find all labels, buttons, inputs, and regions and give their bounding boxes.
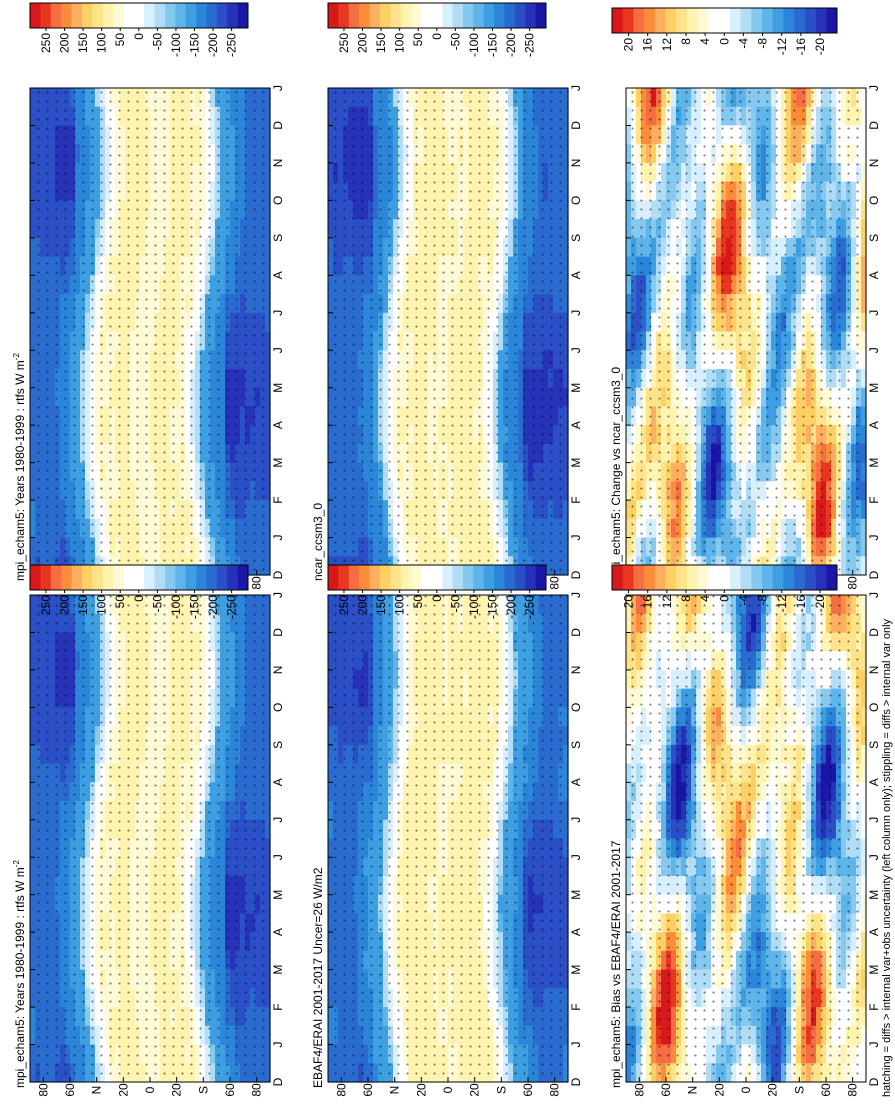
latitude-tick-label: 60 — [223, 1083, 237, 1097]
month-tick-label: J — [569, 817, 583, 823]
panel-p2: DJFMAMJJASONDJ8060N20020S6080mpi_echam5:… — [12, 85, 285, 590]
panel-title: EBAF4/ERAI 2001-2017 Uncer=26 W/m2 — [311, 867, 325, 1088]
latitude-tick-label: 80 — [548, 1083, 562, 1097]
latitude-tick-label: 20 — [468, 1083, 482, 1097]
month-tick-label: O — [271, 196, 285, 205]
month-tick-label: M — [569, 965, 583, 975]
month-tick-label: F — [271, 1003, 285, 1010]
month-tick-label: J — [569, 592, 583, 598]
month-tick-label: J — [569, 1042, 583, 1048]
panel-title-superscript: -2 — [12, 353, 21, 361]
month-tick-label: S — [271, 741, 285, 749]
month-tick-label: J — [271, 347, 285, 353]
month-tick-label: J — [271, 310, 285, 316]
month-tick-label: M — [569, 890, 583, 900]
month-tick-label: J — [271, 535, 285, 541]
month-tick-label: A — [271, 778, 285, 786]
latitude-tick-label: 20 — [116, 1083, 130, 1097]
month-tick-label: J — [271, 592, 285, 598]
latitude-tick-label: 80 — [250, 576, 264, 590]
panel-p4: DJFMAMJJASONDJ8060N20020S6080ncar_ccsm3_… — [311, 85, 583, 590]
month-tick-label: D — [569, 628, 583, 637]
month-tick-label: A — [569, 928, 583, 936]
latitude-tick-label: 80 — [36, 1083, 50, 1097]
month-tick-label: J — [569, 854, 583, 860]
month-tick-label: M — [271, 890, 285, 900]
month-tick-label: S — [271, 234, 285, 242]
month-tick-label: J — [271, 1042, 285, 1048]
latitude-tick-label: 60 — [361, 1083, 375, 1097]
latitude-tick-label: S — [494, 1086, 508, 1094]
month-tick-label: D — [569, 1077, 583, 1086]
month-tick-label: N — [569, 666, 583, 675]
latitude-tick-label: 60 — [63, 1083, 77, 1097]
month-tick-label: N — [271, 159, 285, 168]
latitude-tick-label: 80 — [334, 1083, 348, 1097]
month-tick-label: D — [271, 121, 285, 130]
month-tick-label: A — [271, 421, 285, 429]
month-tick-label: S — [569, 741, 583, 749]
month-tick-label: M — [271, 965, 285, 975]
month-tick-label: F — [271, 496, 285, 503]
panel-p1: D J F M A M J J A S O N D J 80 60 N 20 0 20 S 60 80 mpi_echam5:… — [12, 592, 285, 1097]
month-tick-label: A — [271, 271, 285, 279]
latitude-tick-label: 60 — [521, 1083, 535, 1097]
month-tick-label: A — [569, 778, 583, 786]
month-tick-label: F — [569, 1003, 583, 1010]
latitude-tick-label: 20 — [170, 1083, 184, 1097]
latitude-tick-label: N — [388, 1086, 402, 1095]
latitude-tick-label: 80 — [250, 1083, 264, 1097]
stippling-overlay — [30, 88, 270, 575]
month-tick-label: D — [271, 570, 285, 579]
panel-title: mpi_echam5: Years 1980-1999 : rtfs W m-2 — [12, 860, 27, 1088]
month-tick-label: A — [271, 928, 285, 936]
month-tick-label: N — [271, 666, 285, 675]
month-tick-label: D — [271, 1077, 285, 1086]
latitude-tick-label: 20 — [414, 1083, 428, 1097]
month-tick-label: J — [271, 854, 285, 860]
month-tick-label: J — [271, 85, 285, 91]
month-tick-label: O — [569, 703, 583, 712]
panel-title-superscript: -2 — [12, 860, 21, 868]
month-tick-label: J — [271, 817, 285, 823]
latitude-tick-label: N — [90, 1086, 104, 1095]
stippling-overlay — [328, 595, 568, 1082]
month-tick-label: M — [271, 383, 285, 393]
stippling-overlay — [30, 595, 270, 1082]
month-tick-label: D — [271, 628, 285, 637]
latitude-tick-label: 0 — [143, 1086, 157, 1093]
panel-p3: D J F M A M J J A S O N D J 80 60 N 20 0 20 S 60 80 EBAF4/ERAI … — [311, 592, 583, 1097]
panel-title: mpi_echam5: Years 1980-1999 : rtfs W m-2 — [12, 353, 27, 581]
latitude-tick-label: 0 — [441, 1086, 455, 1093]
month-tick-label: M — [271, 458, 285, 468]
latitude-tick-label: S — [196, 1086, 210, 1094]
month-tick-label: O — [271, 703, 285, 712]
